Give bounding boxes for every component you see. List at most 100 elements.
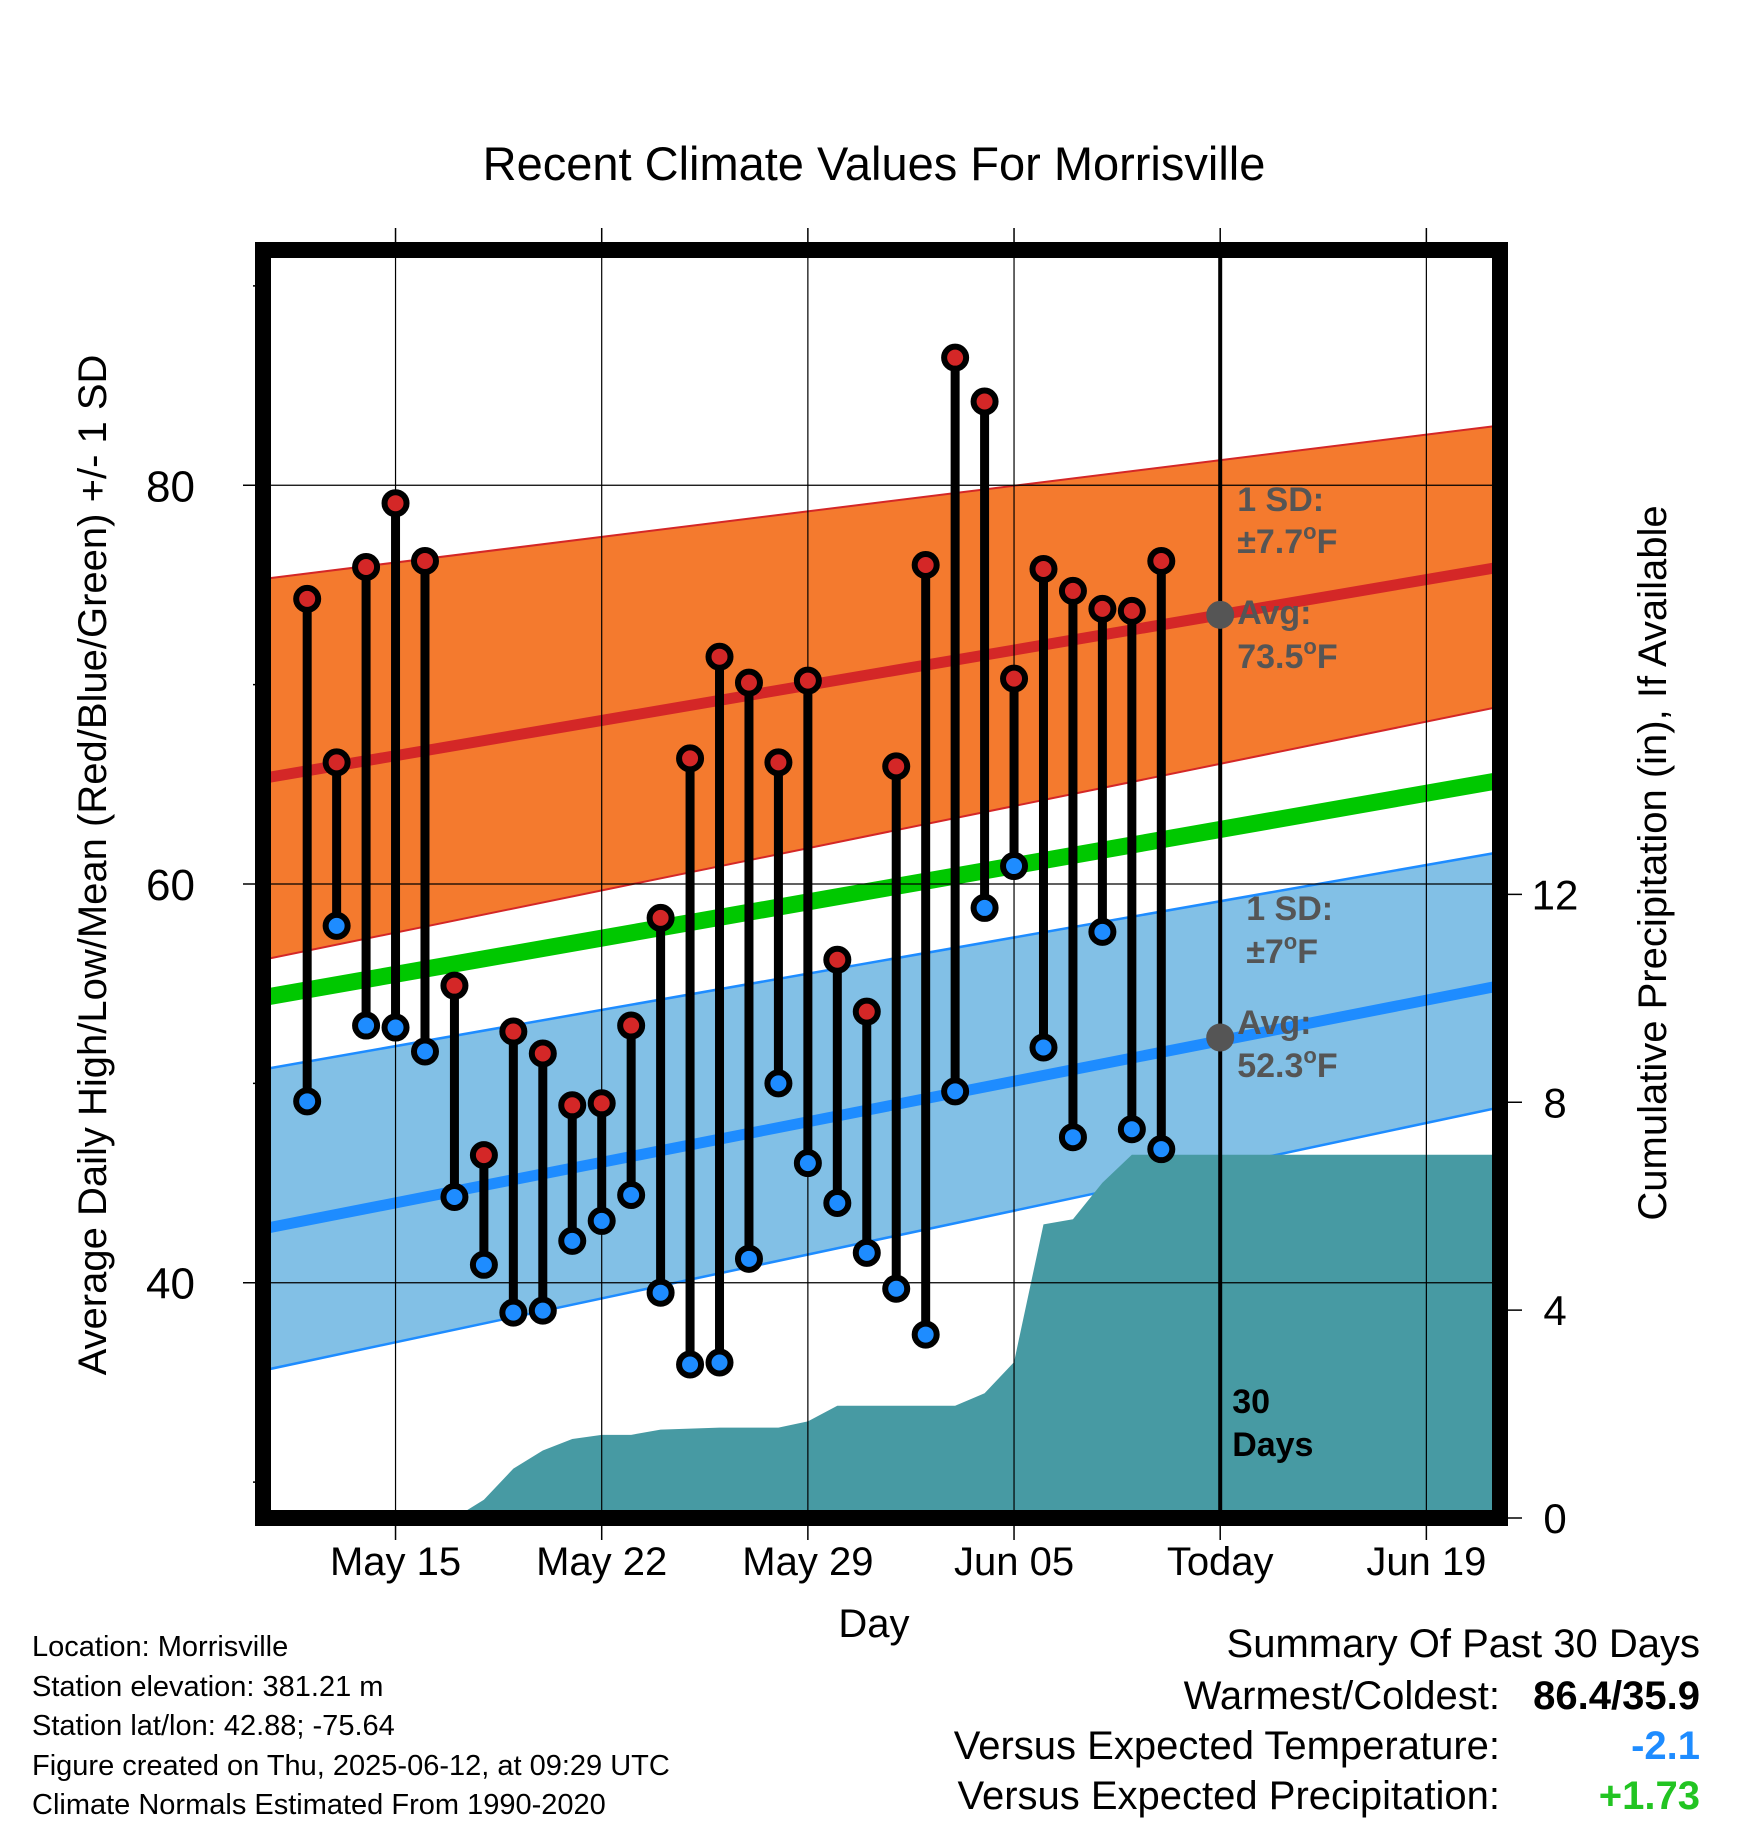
high-marker bbox=[1000, 664, 1029, 693]
low-marker bbox=[970, 893, 999, 922]
high-marker bbox=[381, 489, 410, 518]
high-marker bbox=[911, 551, 940, 580]
low-marker bbox=[911, 1320, 940, 1349]
x-tick-label: Jun 19 bbox=[1366, 1540, 1486, 1584]
high-marker bbox=[705, 642, 734, 671]
low-marker bbox=[793, 1149, 822, 1178]
high-marker bbox=[1088, 594, 1117, 623]
latlon-text: Station lat/lon: 42.88; -75.64 bbox=[32, 1710, 395, 1742]
low-marker bbox=[440, 1183, 469, 1212]
high-avg-marker bbox=[1206, 600, 1235, 629]
high-marker bbox=[734, 668, 763, 697]
y2-tick-label: 12 bbox=[1532, 871, 1579, 918]
high-marker bbox=[528, 1039, 557, 1068]
plot-area bbox=[263, 250, 1500, 1518]
high-marker bbox=[617, 1011, 646, 1040]
station-info: Location: Morrisville Station elevation:… bbox=[32, 1628, 670, 1826]
low-marker bbox=[852, 1238, 881, 1267]
low-avg-value: 52.3oF bbox=[1237, 1043, 1337, 1085]
high-marker bbox=[823, 945, 852, 974]
high-marker bbox=[293, 584, 322, 613]
low-sd-lower-line bbox=[263, 1106, 1500, 1372]
low-marker bbox=[1029, 1033, 1058, 1062]
temp-vs-expected-label: Versus Expected Temperature: bbox=[953, 1724, 1500, 1768]
low-marker bbox=[617, 1181, 646, 1210]
y-tick-label: 40 bbox=[146, 1260, 195, 1309]
high-marker bbox=[1147, 547, 1176, 576]
high-marker bbox=[852, 997, 881, 1026]
low-sd-value: ±7oF bbox=[1246, 929, 1318, 971]
mean-avg-line bbox=[263, 771, 1500, 1007]
y2-tick-label: 8 bbox=[1543, 1079, 1566, 1126]
high-marker bbox=[440, 971, 469, 1000]
low-marker bbox=[941, 1077, 970, 1106]
summary-title: Summary Of Past 30 Days bbox=[1226, 1622, 1700, 1666]
low-marker bbox=[1147, 1135, 1176, 1164]
x-tick-label: May 15 bbox=[330, 1540, 461, 1584]
y2-tick-label: 4 bbox=[1543, 1287, 1566, 1334]
high-marker bbox=[558, 1091, 587, 1120]
low-avg-line bbox=[263, 980, 1500, 1235]
high-marker bbox=[676, 744, 705, 773]
high-marker bbox=[1117, 596, 1146, 625]
high-marker bbox=[322, 748, 351, 777]
low-marker bbox=[676, 1350, 705, 1379]
high-marker bbox=[587, 1089, 616, 1118]
high-marker bbox=[1058, 576, 1087, 605]
low-marker bbox=[352, 1011, 381, 1040]
x-tick-label: Today bbox=[1167, 1540, 1274, 1584]
low-avg-marker bbox=[1206, 1023, 1235, 1052]
high-marker bbox=[882, 752, 911, 781]
low-marker bbox=[558, 1226, 587, 1255]
days-label-line2: Days bbox=[1232, 1426, 1313, 1464]
low-marker bbox=[734, 1244, 763, 1273]
high-sd-band bbox=[263, 425, 1500, 960]
low-marker bbox=[705, 1348, 734, 1377]
high-avg-line bbox=[263, 561, 1500, 784]
low-marker bbox=[322, 911, 351, 940]
high-marker bbox=[646, 903, 675, 932]
low-marker bbox=[1058, 1123, 1087, 1152]
x-axis-label: Day bbox=[838, 1602, 909, 1646]
high-marker bbox=[941, 343, 970, 372]
precip-area bbox=[307, 1154, 1500, 1518]
high-marker bbox=[1029, 554, 1058, 583]
precip-vs-expected-label: Versus Expected Precipitation: bbox=[957, 1774, 1500, 1818]
high-sd-upper-line bbox=[263, 424, 1500, 580]
x-tick-label: Jun 05 bbox=[954, 1540, 1074, 1584]
low-marker bbox=[293, 1087, 322, 1116]
high-sd-value: ±7.7oF bbox=[1237, 519, 1337, 561]
low-marker bbox=[764, 1069, 793, 1098]
low-marker bbox=[528, 1296, 557, 1325]
low-marker bbox=[1088, 917, 1117, 946]
low-sd-upper-line bbox=[263, 850, 1500, 1071]
low-marker bbox=[410, 1037, 439, 1066]
high-sd-label: 1 SD: bbox=[1237, 481, 1324, 519]
x-tick-label: May 22 bbox=[536, 1540, 667, 1584]
low-avg-label: Avg: bbox=[1237, 1004, 1311, 1042]
high-avg-value: 73.5oF bbox=[1237, 634, 1337, 676]
location-text: Location: Morrisville bbox=[32, 1631, 289, 1663]
low-marker bbox=[587, 1206, 616, 1235]
high-marker bbox=[469, 1141, 498, 1170]
high-avg-label: Avg: bbox=[1237, 594, 1311, 632]
low-marker bbox=[1117, 1115, 1146, 1144]
elevation-text: Station elevation: 381.21 m bbox=[32, 1670, 384, 1703]
low-marker bbox=[469, 1250, 498, 1279]
created-text: Figure created on Thu, 2025-06-12, at 09… bbox=[32, 1749, 670, 1782]
high-marker bbox=[352, 553, 381, 581]
high-marker bbox=[970, 387, 999, 416]
y2-axis-label: Cumulative Precipitation (in), If Availa… bbox=[1631, 505, 1675, 1220]
y-axis-label: Average Daily High/Low/Mean (Red/Blue/Gr… bbox=[71, 355, 115, 1376]
temp-vs-expected-value: -2.1 bbox=[1631, 1724, 1700, 1768]
y2-tick-label: 0 bbox=[1543, 1495, 1566, 1542]
chart-title: Recent Climate Values For Morrisville bbox=[483, 137, 1266, 190]
high-marker bbox=[764, 748, 793, 777]
y-tick-label: 80 bbox=[146, 462, 195, 511]
high-marker bbox=[499, 1017, 528, 1046]
high-marker bbox=[410, 547, 439, 576]
y-tick-label: 60 bbox=[146, 861, 195, 910]
low-marker bbox=[381, 1013, 410, 1042]
